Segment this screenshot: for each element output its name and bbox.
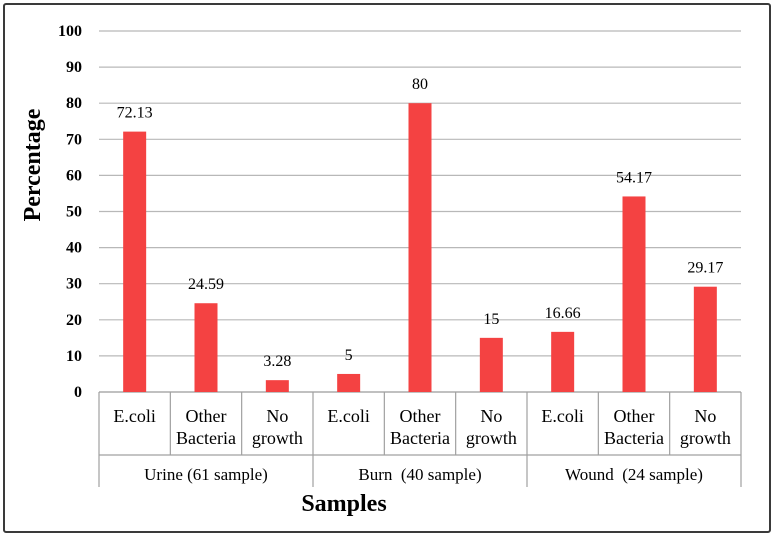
y-tick-label: 20 [66,312,82,329]
data-label: 15 [483,311,499,328]
data-label: 29.17 [687,260,723,277]
category-label: growth [252,428,303,448]
category-label: Bacteria [176,428,236,448]
bar [265,380,289,392]
data-label: 54.17 [616,169,652,186]
category-label: growth [466,428,517,448]
category-label: Other [186,406,227,426]
bar [622,196,646,392]
y-tick-label: 40 [66,240,82,257]
category-label: Bacteria [390,428,450,448]
bars [123,103,717,392]
bar [408,103,432,392]
data-label: 16.66 [545,305,581,322]
data-label: 24.59 [188,276,224,293]
data-labels: 72.13 24.59 3.28 5 80 15 16.66 54.17 29.17 [117,76,724,370]
bar [337,373,361,392]
group-label: Wound (24 sample) [565,465,703,484]
y-tick-label: 80 [66,95,82,112]
data-label: 80 [412,76,428,93]
bar [123,131,147,392]
data-label: 3.28 [263,353,291,370]
category-label: E.coli [113,406,156,426]
bar [479,337,503,392]
data-label: 5 [345,347,353,364]
category-label: E.coli [327,406,370,426]
bar [693,286,717,392]
category-label: No [694,406,716,426]
y-tick-label: 90 [66,59,82,76]
y-tick-label: 50 [66,204,82,221]
data-label: 72.13 [117,105,153,122]
bar [551,331,575,392]
x-axis-title: Samples [301,491,386,517]
category-label: Bacteria [604,428,664,448]
category-label: Other [614,406,655,426]
category-label: growth [680,428,731,448]
y-tick-label: 100 [58,23,82,40]
y-tick-labels: 0 10 20 30 40 50 60 70 80 90 100 [58,23,82,401]
y-tick-label: 60 [66,167,82,184]
category-label: No [266,406,288,426]
y-axis-title: Percentage [20,108,46,221]
category-label: Other [400,406,441,426]
group-label: Urine (61 sample) [144,465,268,484]
category-label: No [480,406,502,426]
y-tick-label: 30 [66,276,82,293]
y-tick-label: 10 [66,348,82,365]
y-tick-label: 70 [66,131,82,148]
y-tick-label: 0 [74,384,82,401]
group-label: Burn (40 sample) [358,465,481,484]
bar [194,303,218,392]
category-label: E.coli [541,406,584,426]
